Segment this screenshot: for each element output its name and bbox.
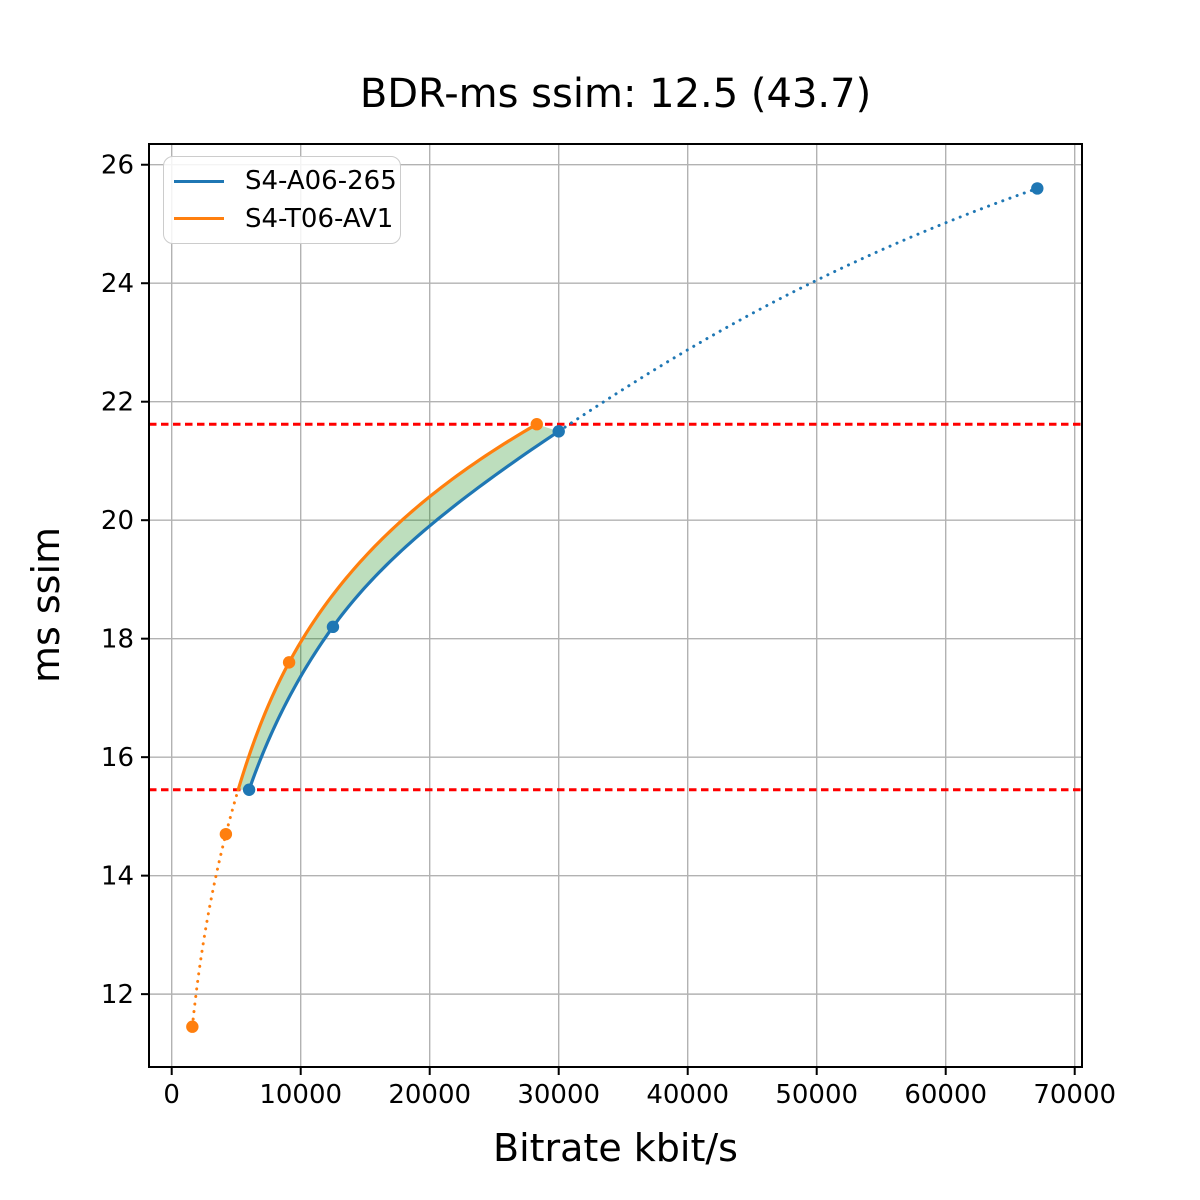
data-point [219, 827, 233, 841]
y-tick-label: 20 [101, 506, 134, 536]
data-point [552, 425, 565, 438]
y-axis-label: ms ssim [24, 526, 68, 684]
series-curve-solid [236, 422, 539, 792]
data-point [242, 783, 256, 796]
legend-line-sample-orange [174, 217, 224, 221]
legend-item-s4-t06-av1: S4-T06-AV1 [164, 204, 400, 234]
y-tick-label: 18 [101, 625, 134, 655]
x-axis-label: Bitrate kbit/s [493, 1126, 738, 1170]
legend-item-s4-a06-265: S4-A06-265 [164, 166, 400, 196]
data-point [1031, 182, 1044, 195]
legend: S4-A06-265 S4-T06-AV1 [163, 156, 401, 244]
y-tick-label: 12 [101, 980, 134, 1010]
x-tick-label: 0 [163, 1080, 180, 1110]
x-tick-label: 50000 [775, 1080, 858, 1110]
y-tick-label: 22 [101, 388, 134, 418]
x-tick-label: 30000 [517, 1080, 600, 1110]
y-tick-label: 24 [101, 269, 134, 299]
series-curve-dotted [557, 186, 1039, 433]
y-tick-label: 16 [101, 743, 134, 773]
legend-label: S4-T06-AV1 [245, 203, 394, 234]
data-point [326, 620, 340, 634]
plot-border [148, 143, 1083, 1068]
data-point [186, 1020, 199, 1033]
x-tick-label: 40000 [646, 1080, 729, 1110]
y-tick-label: 14 [101, 862, 134, 892]
y-tick-label: 26 [101, 151, 134, 181]
x-tick-label: 20000 [388, 1080, 471, 1110]
legend-line-sample-blue [174, 179, 224, 183]
fill-region [238, 424, 559, 790]
x-tick-label: 10000 [259, 1080, 342, 1110]
data-point [282, 656, 296, 669]
data-point [530, 418, 543, 431]
legend-label: S4-A06-265 [245, 166, 397, 197]
x-tick-label: 70000 [1033, 1080, 1116, 1110]
series-curve-solid [247, 429, 561, 792]
chart-title: BDR-ms ssim: 12.5 (43.7) [359, 71, 872, 117]
series-curve-dotted [190, 788, 240, 1029]
x-tick-label: 60000 [904, 1080, 987, 1110]
